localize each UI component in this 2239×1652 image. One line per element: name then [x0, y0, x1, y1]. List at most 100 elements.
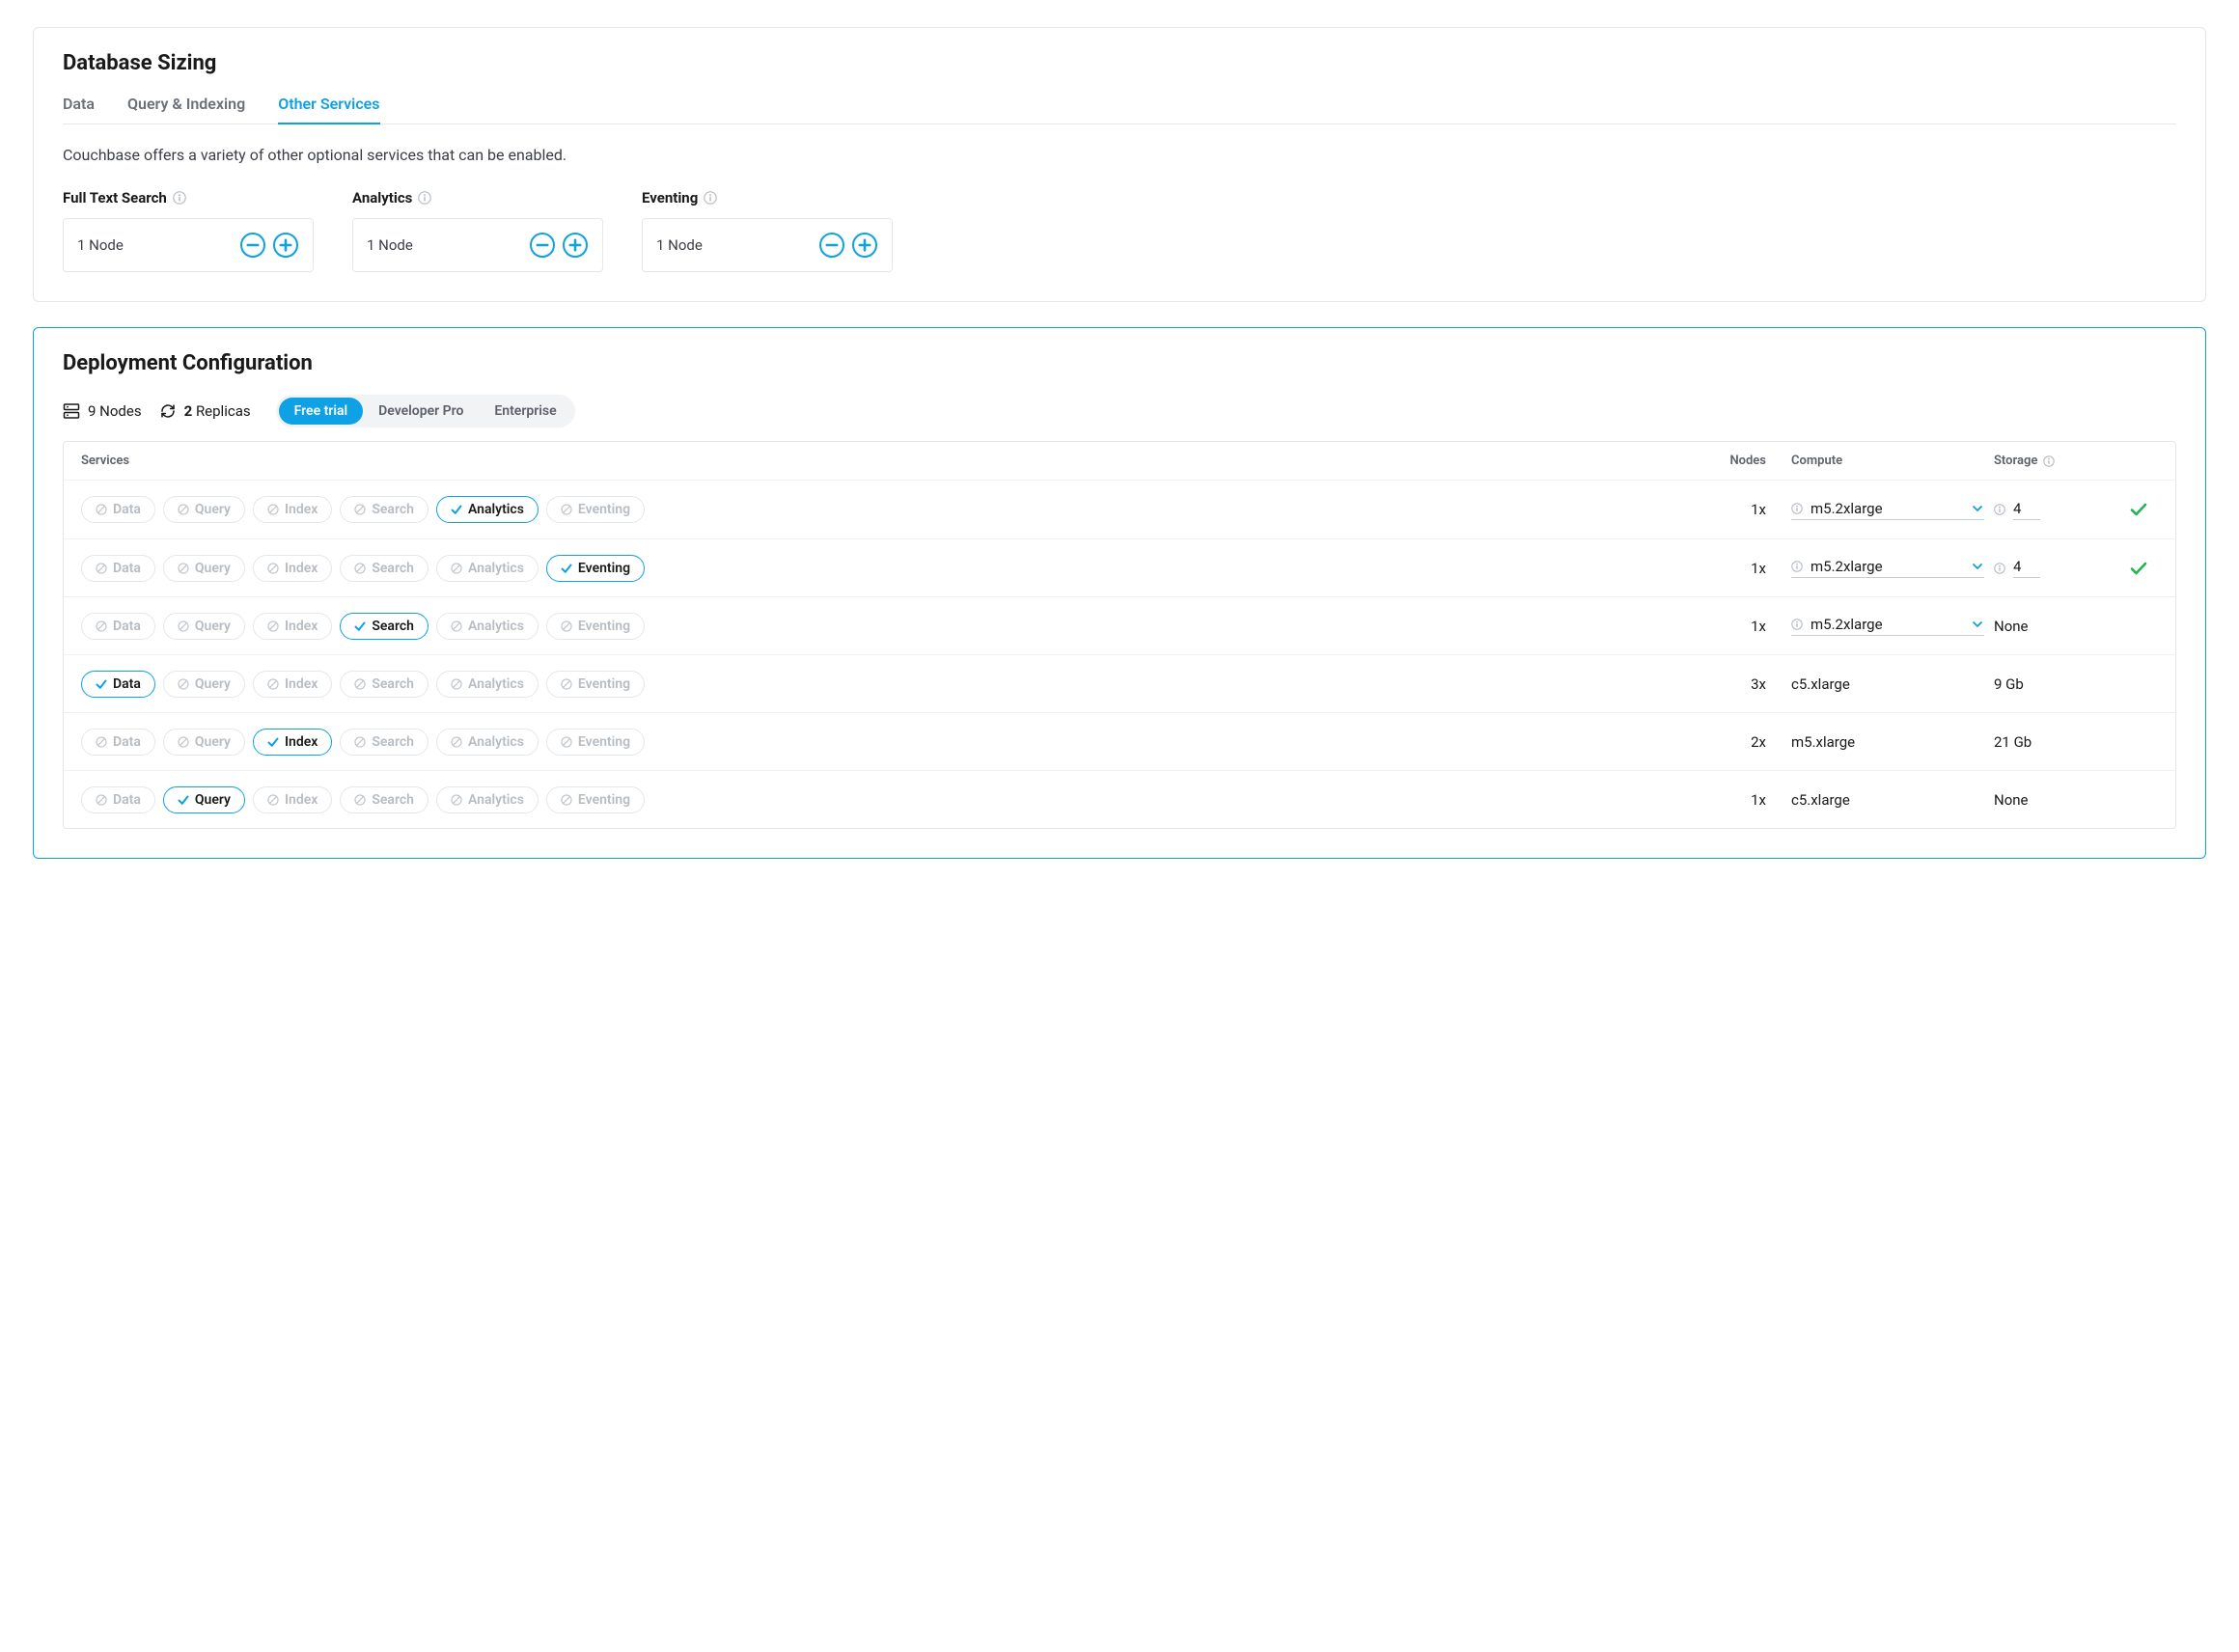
full-text-search-increment[interactable]	[272, 232, 299, 259]
service-pill-index[interactable]: Index	[253, 786, 332, 813]
service-pill-data[interactable]: Data	[81, 671, 155, 698]
chevron-down-icon	[1971, 560, 1984, 573]
info-icon[interactable]	[418, 191, 431, 205]
service-pill-search[interactable]: Search	[340, 555, 428, 582]
full-text-search-box: 1 Node	[63, 218, 314, 272]
service-pill-search[interactable]: Search	[340, 786, 428, 813]
info-icon[interactable]	[704, 191, 717, 205]
service-pill-query[interactable]: Query	[163, 729, 245, 756]
deploy-header: 9 Nodes 2 Replicas Free trialDeveloper P…	[63, 395, 2176, 427]
compute-cell[interactable]: m5.2xlarge	[1791, 558, 1984, 578]
info-icon[interactable]	[1994, 563, 2005, 574]
eventing-increment[interactable]	[851, 232, 878, 259]
service-pill-analytics[interactable]: Analytics	[436, 671, 539, 698]
service-pill-query[interactable]: Query	[163, 496, 245, 523]
info-icon[interactable]	[173, 191, 186, 205]
service-pill-eventing[interactable]: Eventing	[546, 671, 645, 698]
nodes-cell: 1x	[1695, 501, 1782, 518]
deploy-row: Data Query Index Search Analytics Eventing 1x m…	[64, 481, 2175, 538]
compute-cell[interactable]: m5.2xlarge	[1791, 500, 1984, 520]
service-pill-query[interactable]: Query	[163, 671, 245, 698]
compute-value: m5.xlarge	[1791, 733, 1855, 751]
service-pill-analytics[interactable]: Analytics	[436, 729, 539, 756]
service-pill-eventing[interactable]: Eventing	[546, 496, 645, 523]
service-pill-query[interactable]: Query	[163, 613, 245, 640]
deploy-row: DataQueryIndexSearchAnalyticsEventing1xm…	[64, 538, 2175, 596]
compute-value: c5.xlarge	[1791, 791, 1850, 809]
service-pill-search[interactable]: Search	[340, 729, 428, 756]
compute-cell: c5.xlarge	[1791, 791, 1984, 809]
eventing-value: 1 Node	[656, 236, 813, 254]
full-text-search-stepper: Full Text Search 1 Node	[63, 189, 314, 272]
disabled-icon	[96, 736, 107, 748]
tier-enterprise[interactable]: Enterprise	[479, 398, 571, 425]
disabled-icon	[96, 504, 107, 515]
service-pill-analytics[interactable]: Analytics	[436, 613, 539, 640]
storage-cell[interactable]: 4	[1994, 500, 2110, 520]
col-nodes: Nodes	[1695, 454, 1782, 468]
sizing-description: Couchbase offers a variety of other opti…	[63, 146, 2176, 164]
compute-cell[interactable]: m5.2xlarge	[1791, 616, 1984, 636]
service-pill-analytics[interactable]: Analytics	[436, 555, 539, 582]
storage-value: None	[1994, 791, 2029, 809]
compute-value: m5.2xlarge	[1811, 500, 1883, 517]
service-pill-data[interactable]: Data	[81, 555, 155, 582]
tier-developer-pro[interactable]: Developer Pro	[363, 398, 479, 425]
service-pills: Data Query Index Search Analytics Eventing	[81, 671, 1685, 698]
valid-cell	[2119, 502, 2158, 517]
disabled-icon	[561, 678, 572, 690]
full-text-search-decrement[interactable]	[239, 232, 266, 259]
analytics-decrement[interactable]	[529, 232, 556, 259]
analytics-increment[interactable]	[562, 232, 589, 259]
storage-cell[interactable]: 4	[1994, 558, 2110, 578]
deploy-row: DataQueryIndexSearchAnalyticsEventing1xc…	[64, 770, 2175, 828]
service-pill-query[interactable]: Query	[163, 786, 245, 813]
info-icon[interactable]	[1791, 619, 1803, 630]
service-pill-data[interactable]: Data	[81, 786, 155, 813]
service-pill-analytics[interactable]: Analytics	[436, 786, 539, 813]
service-pill-data[interactable]: Data	[81, 496, 155, 523]
service-pill-index[interactable]: Index	[253, 555, 332, 582]
service-pill-search[interactable]: Search	[340, 496, 428, 523]
tier-free-trial[interactable]: Free trial	[279, 398, 364, 425]
nodes-cell: 3x	[1695, 675, 1782, 693]
service-pill-eventing[interactable]: Eventing	[546, 613, 645, 640]
tab-data[interactable]: Data	[63, 95, 95, 124]
service-pill-search[interactable]: Search	[340, 671, 428, 698]
disabled-icon	[96, 563, 107, 574]
analytics-value: 1 Node	[367, 236, 523, 254]
storage-cell: 9 Gb	[1994, 675, 2110, 693]
storage-cell: None	[1994, 791, 2110, 809]
service-pill-query[interactable]: Query	[163, 555, 245, 582]
nodes-count: 9	[88, 402, 96, 420]
service-pill-index[interactable]: Index	[253, 729, 332, 756]
service-pill-search[interactable]: Search	[340, 613, 428, 640]
eventing-decrement[interactable]	[818, 232, 845, 259]
disabled-icon	[267, 504, 279, 515]
service-pill-data[interactable]: Data	[81, 729, 155, 756]
service-pill-eventing[interactable]: Eventing	[546, 555, 645, 582]
valid-cell	[2119, 561, 2158, 576]
service-pill-data[interactable]: Data	[81, 613, 155, 640]
service-pill-index[interactable]: Index	[253, 496, 332, 523]
info-icon[interactable]	[1791, 561, 1803, 572]
replicas-count: 2	[184, 402, 193, 420]
tab-other-services[interactable]: Other Services	[278, 95, 379, 124]
storage-cell: 21 Gb	[1994, 733, 2110, 751]
info-icon[interactable]	[1791, 503, 1803, 514]
service-pill-index[interactable]: Index	[253, 613, 332, 640]
analytics-label: Analytics	[352, 189, 603, 206]
service-pill-eventing[interactable]: Eventing	[546, 729, 645, 756]
info-icon[interactable]	[2043, 455, 2055, 467]
eventing-stepper: Eventing 1 Node	[642, 189, 893, 272]
sizing-tabs: Data Query & Indexing Other Services	[63, 95, 2176, 124]
info-icon[interactable]	[1994, 504, 2005, 515]
full-text-search-label: Full Text Search	[63, 189, 314, 206]
disabled-icon	[354, 678, 366, 690]
service-pill-index[interactable]: Index	[253, 671, 332, 698]
sizing-title: Database Sizing	[63, 51, 2176, 75]
service-pill-analytics[interactable]: Analytics	[436, 496, 539, 523]
service-pill-eventing[interactable]: Eventing	[546, 786, 645, 813]
tab-query-indexing[interactable]: Query & Indexing	[127, 95, 245, 124]
disabled-icon	[96, 620, 107, 632]
